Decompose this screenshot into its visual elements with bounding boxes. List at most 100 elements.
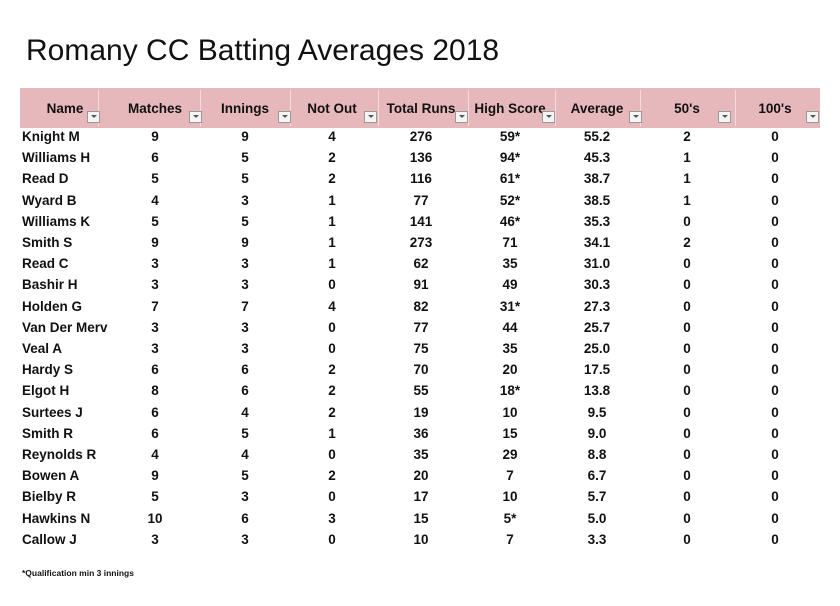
stat-cell: 5 [241,150,249,166]
stat-cell: 3 [241,531,249,547]
stat-cell: 0 [771,531,779,547]
stat-cell: 2 [328,468,336,484]
player-name: Reynolds R [22,447,97,462]
filter-button[interactable] [189,111,202,123]
stat-cell: 4 [241,447,249,462]
stat-cell: 4 [328,129,336,144]
stat-cell: 0 [683,319,691,335]
stat-cell: 18* [499,383,521,399]
player-name: Veal A [22,341,63,356]
stat-cell: 0 [683,404,691,420]
stat-cell: 0 [683,362,691,378]
stat-cell: 3 [151,319,159,335]
player-name: Holden G [22,298,82,314]
stat-cell: 7 [506,531,514,547]
stat-cell: 20 [413,468,429,484]
stat-cell: 3 [241,341,249,356]
stat-cell: 0 [771,383,779,399]
stat-cell: 7 [151,298,159,314]
stat-cell: 0 [683,277,691,293]
stat-cell: 5 [151,489,159,505]
player-name: Van Der Merv [22,319,108,335]
stat-cell: 0 [771,150,779,166]
filter-button[interactable] [278,111,291,123]
filter-button[interactable] [629,111,642,123]
stat-cell: 52* [499,192,521,208]
stat-cell: 5 [241,425,249,441]
player-name: Smith R [22,425,74,441]
stat-cell: 0 [771,468,779,484]
stat-cell: 1 [328,192,336,208]
stat-cell: 55 [413,383,429,399]
stat-cell: 9 [151,235,159,250]
player-name: Callow J [22,531,77,547]
stat-cell: 3 [151,277,159,293]
filter-button[interactable] [542,111,555,123]
stat-cell: 31* [499,298,521,314]
stat-cell: 25.7 [583,319,611,335]
stat-cell: 8 [151,383,159,399]
stat-cell: 0 [771,447,779,462]
player-name: Wyard B [22,192,77,208]
stat-cell: 46* [499,213,521,229]
stat-cell: 6 [241,383,249,399]
stat-cell: 7 [241,298,249,314]
header-separator [378,90,379,126]
stat-cell: 6.7 [587,468,607,484]
stat-cell: 36 [413,425,429,441]
stat-cell: 136 [409,150,433,166]
stat-cell: 77 [413,319,429,335]
stat-cell: 4 [151,447,159,462]
stat-cell: 0 [328,341,336,356]
column-header: Innings [221,101,269,116]
stat-cell: 0 [683,298,691,314]
stat-cell: 5 [151,213,159,229]
filter-button[interactable] [87,111,100,123]
filter-button[interactable] [718,111,731,123]
stat-cell: 55.2 [583,129,611,144]
stat-cell: 1 [328,425,336,441]
stat-cell: 5* [503,510,517,526]
stat-cell: 0 [771,277,779,293]
stat-cell: 35.3 [583,213,611,229]
stat-cell: 0 [328,447,336,462]
column-header: Name [46,101,84,116]
stat-cell: 15 [413,510,429,526]
header-separator [735,90,736,126]
stat-cell: 9 [151,468,159,484]
stat-cell: 0 [771,235,779,250]
stat-cell: 0 [771,256,779,272]
stat-cell: 5.0 [587,510,607,526]
stat-cell: 4 [151,192,159,208]
stat-cell: 9.5 [587,404,607,420]
stat-cell: 94* [499,150,521,166]
header-separator [290,90,291,126]
player-name: Smith S [22,235,73,250]
filter-button[interactable] [455,111,468,123]
stat-cell: 0 [683,510,691,526]
player-name: Elgot H [22,383,70,399]
stat-cell: 0 [771,298,779,314]
stat-cell: 13.8 [583,383,611,399]
stat-cell: 3 [241,277,249,293]
stat-cell: 0 [771,341,779,356]
filter-button[interactable] [806,111,819,123]
stat-cell: 27.3 [583,298,611,314]
stat-cell: 3 [241,319,249,335]
stat-cell: 5 [241,171,249,187]
stat-cell: 0 [771,362,779,378]
stat-cell: 38.7 [583,171,611,187]
player-name: Hawkins N [22,510,91,526]
stat-cell: 3 [241,489,249,505]
stat-cell: 7 [506,468,514,484]
stat-cell: 9 [151,129,159,144]
player-name: Hardy S [22,362,74,378]
stat-cell: 0 [328,319,336,335]
stat-cell: 116 [410,171,432,187]
stat-cell: 1 [328,213,336,229]
column-header: 50's [674,101,700,116]
filter-button[interactable] [364,111,377,123]
stat-cell: 0 [683,468,691,484]
stat-cell: 3 [241,192,249,208]
stat-cell: 20 [502,362,518,378]
